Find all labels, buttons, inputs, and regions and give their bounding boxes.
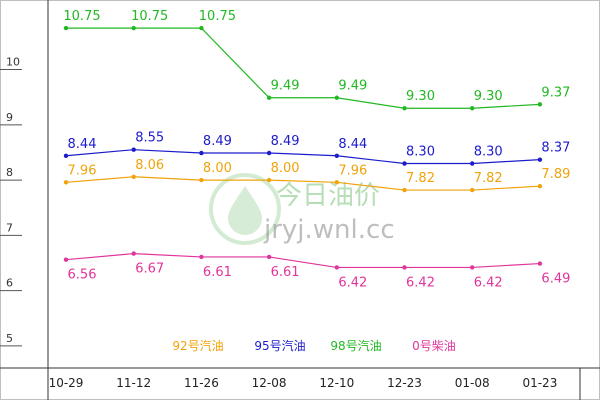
data-point bbox=[537, 102, 543, 107]
data-point bbox=[63, 25, 69, 31]
watermark-url: jryj.wnl.cc bbox=[263, 215, 395, 245]
data-point bbox=[266, 95, 272, 100]
data-label: 9.37 bbox=[541, 85, 570, 100]
legend-item: 95号汽油 bbox=[254, 338, 305, 353]
data-point bbox=[199, 254, 204, 260]
data-label: 6.42 bbox=[474, 275, 503, 290]
y-tick-label: 5 bbox=[6, 332, 13, 345]
data-label: 6.49 bbox=[541, 272, 570, 287]
data-point bbox=[266, 254, 272, 260]
data-point bbox=[199, 25, 204, 31]
legend: 92号汽油 95号汽油 98号汽油 0号柴油 bbox=[172, 338, 455, 353]
data-label: 10.75 bbox=[131, 9, 168, 24]
data-point bbox=[537, 183, 543, 189]
data-point bbox=[131, 147, 136, 152]
legend-item: 98号汽油 bbox=[330, 338, 381, 353]
x-tick-label: 12-10 bbox=[319, 376, 354, 390]
data-label: 9.30 bbox=[474, 89, 503, 104]
y-tick-label: 7 bbox=[6, 221, 13, 234]
x-tick-label: 12-23 bbox=[387, 376, 422, 390]
data-point bbox=[470, 187, 475, 193]
data-label: 7.96 bbox=[68, 163, 97, 178]
data-label: 6.67 bbox=[135, 262, 164, 277]
data-point bbox=[131, 25, 136, 31]
series-layer bbox=[63, 25, 543, 270]
data-label: 6.42 bbox=[406, 275, 435, 290]
x-tick-label: 11-12 bbox=[116, 376, 151, 390]
data-label: 8.37 bbox=[541, 141, 570, 156]
y-tick-label: 8 bbox=[6, 166, 13, 179]
data-label: 6.61 bbox=[203, 265, 232, 280]
data-label: 8.44 bbox=[68, 137, 97, 152]
y-tick-label: 10 bbox=[6, 56, 20, 69]
data-point bbox=[131, 251, 136, 256]
data-point bbox=[63, 257, 69, 262]
data-point bbox=[470, 265, 475, 270]
data-label: 9.49 bbox=[338, 79, 367, 94]
legend-item: 92号汽油 bbox=[172, 338, 223, 353]
data-label: 10.75 bbox=[63, 9, 100, 24]
series-line bbox=[65, 149, 540, 165]
x-tick-label: 11-26 bbox=[184, 376, 219, 390]
data-label: 7.82 bbox=[406, 171, 435, 186]
data-point bbox=[334, 95, 339, 100]
data-label: 8.30 bbox=[474, 145, 503, 160]
data-label: 6.42 bbox=[338, 275, 367, 290]
watermark: 今日油价 jryj.wnl.cc bbox=[209, 173, 395, 245]
data-point bbox=[334, 180, 339, 185]
data-label: 10.75 bbox=[199, 9, 236, 24]
data-label: 9.30 bbox=[406, 89, 435, 104]
data-label: 8.49 bbox=[271, 134, 300, 149]
watermark-title: 今日油价 bbox=[276, 181, 380, 211]
y-tick-label: 9 bbox=[6, 111, 13, 124]
legend-item: 0号柴油 bbox=[412, 339, 456, 353]
data-labels-layer: 7.96 8.06 8.00 8.00 7.96 7.82 7.82 7.89 8.44 8.55… bbox=[63, 9, 570, 290]
data-point bbox=[63, 180, 69, 185]
data-label: 8.06 bbox=[135, 158, 164, 173]
watermark-drop-icon bbox=[228, 186, 262, 235]
watermark-ring-icon bbox=[209, 173, 281, 245]
data-label: 8.44 bbox=[338, 137, 367, 152]
data-point bbox=[402, 265, 407, 270]
data-label: 8.30 bbox=[406, 145, 435, 160]
data-label: 8.55 bbox=[135, 131, 164, 146]
data-point bbox=[199, 150, 204, 156]
y-tick-label: 6 bbox=[6, 277, 13, 290]
data-point bbox=[470, 106, 475, 111]
data-label: 7.96 bbox=[338, 163, 367, 178]
data-point bbox=[470, 161, 475, 166]
data-point bbox=[402, 106, 407, 111]
data-point bbox=[334, 265, 339, 270]
x-tick-label: 12-08 bbox=[252, 376, 287, 390]
data-label: 7.82 bbox=[474, 171, 503, 186]
series-line bbox=[65, 252, 540, 269]
x-tick-label: 01-23 bbox=[522, 376, 557, 390]
data-point bbox=[266, 177, 272, 183]
data-point bbox=[402, 187, 407, 193]
series-line bbox=[65, 176, 540, 191]
data-point bbox=[334, 153, 339, 158]
data-label: 8.49 bbox=[203, 134, 232, 149]
data-point bbox=[63, 153, 69, 158]
data-label: 8.00 bbox=[271, 161, 300, 176]
data-point bbox=[402, 161, 407, 166]
data-label: 6.56 bbox=[68, 268, 97, 283]
data-label: 9.49 bbox=[271, 79, 300, 94]
x-tick-label: 10-29 bbox=[49, 376, 84, 390]
x-tick-label: 01-08 bbox=[455, 376, 490, 390]
data-label: 7.89 bbox=[541, 167, 570, 182]
data-point bbox=[266, 150, 272, 156]
data-label: 8.00 bbox=[203, 161, 232, 176]
series-line bbox=[66, 27, 540, 109]
data-label: 6.61 bbox=[271, 265, 300, 280]
data-point bbox=[537, 261, 543, 266]
data-point bbox=[131, 174, 136, 179]
data-point bbox=[199, 177, 204, 183]
data-point bbox=[537, 157, 543, 162]
